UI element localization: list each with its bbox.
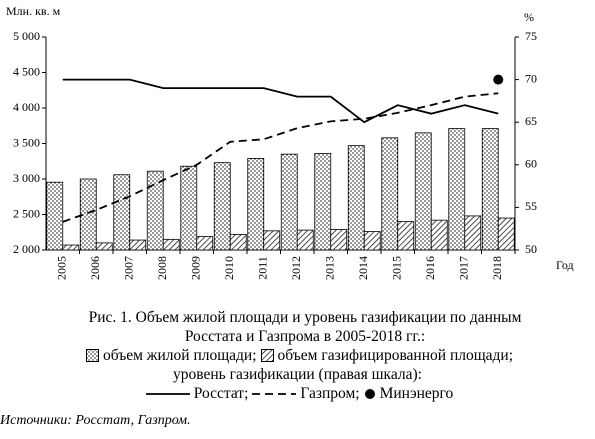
bar (314, 153, 332, 251)
bar (62, 244, 80, 251)
bar (180, 165, 198, 251)
y-tick-label: 2 500 (13, 206, 40, 220)
bar (381, 137, 399, 251)
x-axis-label: Год (556, 258, 574, 272)
bar (46, 181, 64, 251)
y2-tick-label: 50 (525, 242, 537, 256)
x-tick-label: 2016 (423, 256, 437, 280)
bar (263, 230, 281, 251)
y-axis-label: Млн. кв. м (6, 4, 61, 18)
bar (113, 174, 131, 251)
bar (213, 162, 231, 251)
bar (448, 128, 466, 251)
y2-tick-label: 55 (525, 199, 537, 213)
legend-swatch (252, 393, 297, 395)
bar (414, 132, 432, 251)
y-tick-label: 4 000 (13, 100, 40, 114)
bar (497, 217, 515, 251)
y2-tick-label: 75 (525, 29, 537, 43)
y-tick-label: 5 000 (13, 29, 40, 43)
legend-label: Газпром; (300, 385, 360, 402)
x-tick-label: 2005 (55, 256, 69, 280)
legend-label: объем газифицированной площади; (277, 347, 514, 364)
legend-title: уровень газификации (правая шкала): (173, 366, 422, 383)
x-tick-label: 2013 (323, 256, 337, 280)
x-tick-label: 2014 (356, 256, 370, 280)
caption-title: Рис. 1. Объем жилой площади и уровень га… (88, 309, 522, 345)
caption: Рис. 1. Объем жилой площади и уровень га… (0, 308, 595, 430)
point (493, 74, 504, 85)
bar (464, 215, 482, 251)
legend-swatch (260, 349, 274, 362)
legend-row: Росстат; Газпром; Минэнерго (0, 384, 595, 403)
y-tick-label: 2 000 (13, 242, 40, 256)
bar (397, 221, 415, 251)
bar (363, 231, 381, 251)
y-tick-label: 4 500 (13, 64, 40, 78)
legend-swatch (145, 393, 190, 395)
bar (247, 158, 265, 251)
y-tick-label: 3 500 (13, 135, 40, 149)
bar (430, 219, 448, 251)
x-tick-label: 2007 (122, 256, 136, 280)
bar (79, 178, 97, 251)
x-tick-label: 2009 (189, 256, 203, 280)
line (62, 92, 499, 223)
legend-swatch (85, 349, 99, 362)
bar (95, 242, 113, 251)
bar (347, 145, 365, 251)
x-tick-label: 2015 (390, 256, 404, 280)
y2-tick-label: 70 (525, 71, 537, 85)
legend-label: Минэнерго (379, 385, 454, 402)
bar (280, 153, 298, 251)
chart: Млн. кв. м % Год 2 000 2 500 3 000 3 500 4 0… (6, 4, 574, 280)
source: Источники: Росстат, Газпром. (0, 413, 191, 428)
swatch (260, 349, 274, 362)
bar (330, 229, 348, 251)
swatch (85, 349, 99, 362)
x-tick-label: 2008 (155, 256, 169, 280)
legend-row: объем жилой площади; объем газифицированн… (0, 346, 595, 365)
x-tick-label: 2011 (256, 256, 270, 280)
bar (196, 236, 214, 251)
x-tick-label: 2006 (88, 256, 102, 280)
legend-label: объем жилой площади; (102, 347, 257, 364)
line (62, 78, 499, 124)
y2-axis-label: % (524, 10, 534, 24)
y2-tick-label: 65 (525, 114, 537, 128)
x-tick-label: 2010 (222, 256, 236, 280)
bar (146, 170, 164, 251)
legend-swatch (364, 389, 375, 399)
x-tick-label: 2018 (490, 256, 504, 280)
x-tick-label: 2012 (289, 256, 303, 280)
x-tick-label: 2017 (457, 256, 471, 280)
bar (229, 233, 247, 251)
swatch (364, 389, 375, 399)
bar (481, 128, 499, 251)
legend-label: Росстат; (193, 385, 249, 402)
y-tick-label: 3 000 (13, 171, 40, 185)
bar (296, 229, 314, 251)
bar (129, 239, 147, 251)
bar (162, 238, 180, 251)
y2-tick-label: 60 (525, 157, 537, 171)
